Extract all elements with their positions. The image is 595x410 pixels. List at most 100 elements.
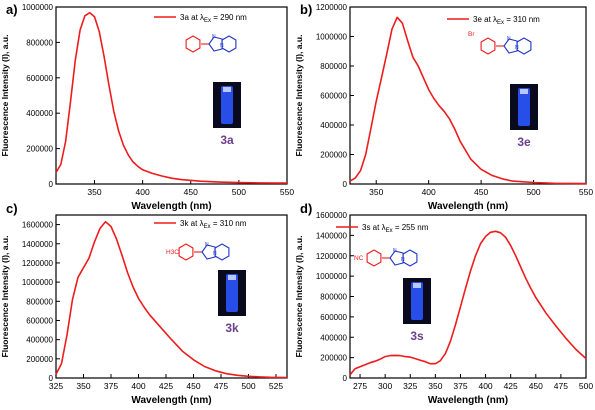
compound-label: 3s [410,329,424,343]
legend-text: 3s at λEx = 255 nm [362,223,429,234]
x-tick-label: 350 [428,381,442,391]
cuvette-photo: 3k [218,270,246,335]
chart-panel-b: b) 350 400 450 500 550 0 200000 400000 600000 8000… [294,2,593,212]
phenyl-ring [185,35,201,53]
x-tick-label: 325 [49,381,63,391]
x-tick-label: 350 [87,187,101,197]
cuvette-cap [413,283,421,288]
cuvette-glow [226,274,238,312]
legend-text: 3k at λEx = 310 nm [180,219,247,230]
x-tick-label: 475 [554,381,568,391]
y-tick-label: 600000 [26,316,53,325]
x-tick-label: 400 [131,381,145,391]
x-tick-label: 400 [478,381,492,391]
y-tick-label: 800000 [320,62,347,71]
y-tick-label: 400000 [26,109,53,118]
x-tick-label: 450 [184,187,198,197]
plot-frame [55,214,288,379]
x-axis-label: Wavelength (nm) [428,201,508,212]
x-tick-label: 450 [186,381,200,391]
x-tick-label: 375 [453,381,467,391]
y-tick-label: 1600000 [316,211,348,220]
series-line [349,16,587,185]
x-tick-label: 300 [378,381,392,391]
molecule-structure: NN NC [354,248,418,267]
pyridine-ring [214,243,230,261]
y-tick-label: 200000 [320,151,347,160]
y-tick-label: 800000 [320,293,347,302]
phenyl-ring [178,243,194,261]
y-tick-label: 200000 [26,145,53,154]
series-line [349,230,587,376]
legend-text: 3a at λEx = 290 nm [180,13,247,24]
pyridine-ring [516,37,532,55]
compound-label: 3a [220,133,234,147]
nitrogen-label: N [213,251,217,257]
plot-frame [349,214,587,379]
y-tick-label: 1000000 [22,3,54,12]
legend: 3s at λEx = 255 nm [336,223,429,234]
pyridine-ring [402,249,418,267]
x-tick-label: 400 [136,187,150,197]
y-axis-label: Fluorescence Intensity (I), a.u. [0,35,10,157]
plot-frame [55,6,288,185]
nitrogen-label: N [401,257,405,263]
legend: 3k at λEx = 310 nm [154,219,247,230]
molecule-structure: NN Br [468,31,532,55]
cuvette-glow [411,282,423,320]
cuvette-glow [518,88,530,126]
y-axis-label: Fluorescence Intensity (I), a.u. [294,35,304,157]
phenyl-ring [480,37,496,55]
y-axis-label: Fluorescence Intensity (I), a.u. [0,236,10,358]
cuvette-photo: 3a [213,82,241,147]
x-tick-label: 450 [529,381,543,391]
nitrogen-label: N [205,242,209,248]
x-tick-label: 450 [474,187,488,197]
y-tick-label: 1200000 [316,3,348,12]
cuvette-glow [221,86,233,124]
y-axis-label: Fluorescence Intensity (I), a.u. [294,236,304,358]
y-tick-label: 200000 [26,355,53,364]
x-tick-label: 500 [232,187,246,197]
y-tick-label: 1400000 [22,240,54,249]
x-tick-label: 500 [241,381,255,391]
y-tick-label: 600000 [320,313,347,322]
panel-label: c) [6,201,18,216]
substituent-label: NC [354,255,364,262]
y-tick-label: 400000 [26,336,53,345]
y-tick-label: 1000000 [316,33,348,42]
x-tick-label: 500 [526,187,540,197]
y-tick-label: 1000000 [22,278,54,287]
x-tick-label: 525 [269,381,283,391]
y-tick-label: 400000 [320,333,347,342]
y-tick-label: 1200000 [22,259,54,268]
x-tick-label: 325 [403,381,417,391]
x-tick-label: 275 [353,381,367,391]
x-tick-label: 475 [214,381,228,391]
y-tick-label: 600000 [320,92,347,101]
x-tick-label: 375 [104,381,118,391]
nitrogen-label: N [220,43,224,49]
legend-text: 3e at λEx = 310 nm [473,15,540,26]
y-tick-label: 1400000 [316,231,348,240]
nitrogen-label: N [393,248,397,254]
y-tick-label: 1000000 [316,272,348,281]
cuvette-cap [223,87,231,92]
compound-label: 3k [225,321,239,335]
nitrogen-label: N [507,36,511,42]
panel-label: d) [300,201,312,216]
substituent-label: Br [468,31,475,38]
x-tick-label: 425 [504,381,518,391]
nitrogen-label: N [212,34,216,40]
x-axis-label: Wavelength (nm) [131,201,211,212]
y-tick-label: 0 [49,374,54,383]
y-tick-label: 1600000 [22,221,54,230]
x-axis-label: Wavelength (nm) [131,395,211,406]
molecule-structure: NN H3C [166,242,230,261]
cuvette-photo: 3s [403,278,431,343]
y-tick-label: 800000 [26,297,53,306]
cuvette-cap [228,275,236,280]
y-tick-label: 0 [49,180,54,189]
y-tick-label: 400000 [320,121,347,130]
